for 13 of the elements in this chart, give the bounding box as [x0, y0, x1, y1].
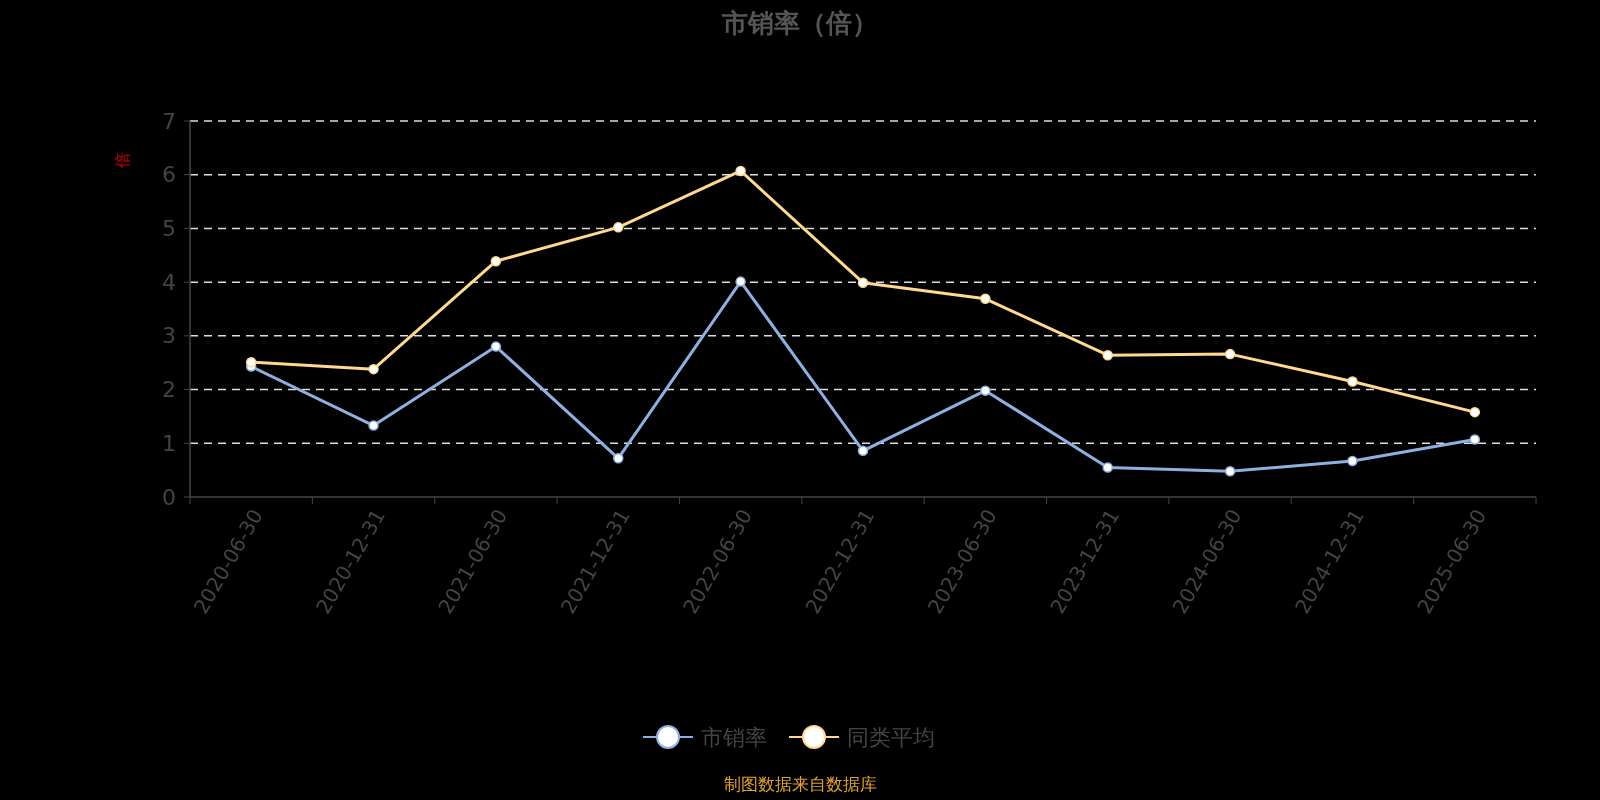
y-axis-title: 倍 [112, 152, 132, 168]
legend-label: 同类平均 [847, 724, 935, 750]
text: 制图数据来自数据库 [723, 774, 877, 794]
y-tick-label: 5 [162, 215, 176, 241]
y-tick-label: 3 [162, 323, 176, 349]
y-tick-label: 7 [162, 108, 176, 134]
y-tick-label: 4 [162, 269, 176, 295]
chart-title: 市销率（倍） [721, 8, 878, 38]
y-tick-label: 1 [162, 430, 176, 456]
y-tick-label: 6 [162, 162, 176, 188]
legend-label: 市销率 [701, 724, 767, 750]
y-tick-label: 2 [162, 377, 176, 403]
y-tick-label: 0 [162, 484, 176, 510]
